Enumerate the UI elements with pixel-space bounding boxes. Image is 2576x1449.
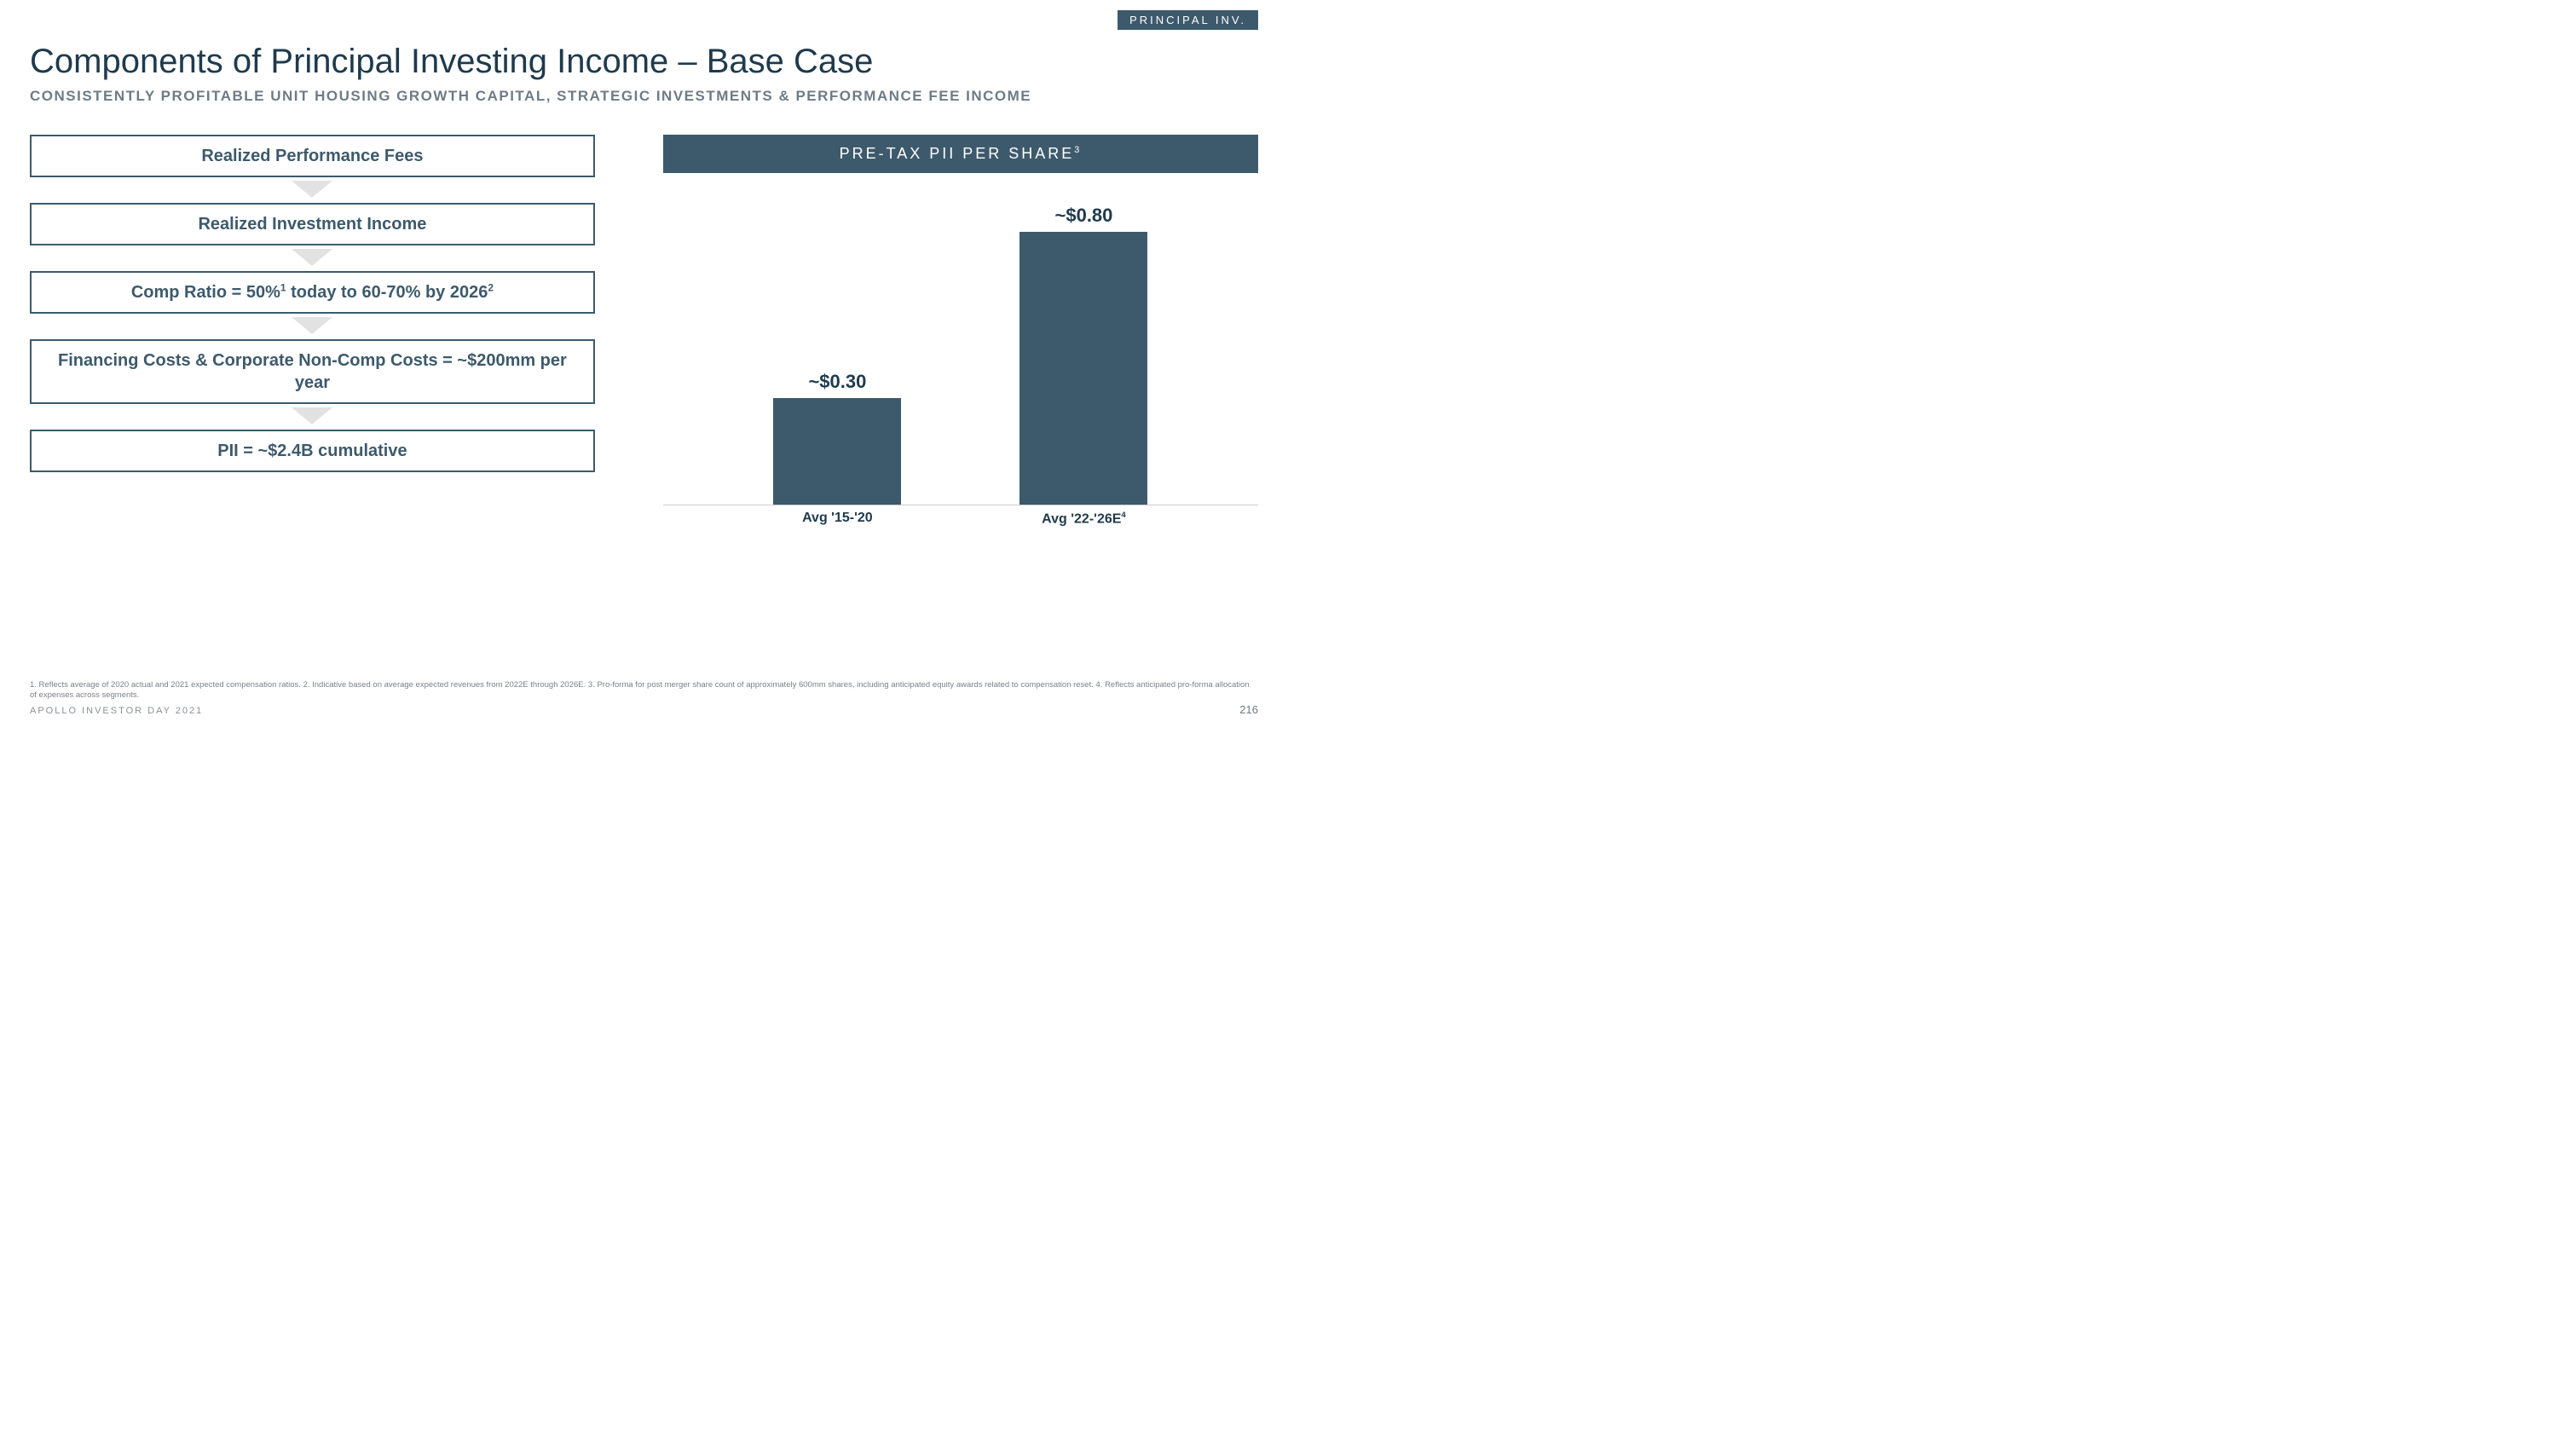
arrow-icon bbox=[292, 317, 332, 334]
bar-chart: ~$0.30 ~$0.80 bbox=[663, 190, 1258, 505]
flow-box-fees: Realized Performance Fees bbox=[30, 135, 595, 177]
arrow-icon bbox=[292, 181, 332, 198]
footnotes: 1. Reflects average of 2020 actual and 2… bbox=[30, 680, 1258, 701]
x-label: Avg '15-'20 bbox=[765, 511, 910, 527]
flow-box-comp-ratio: Comp Ratio = 50%1 today to 60-70% by 202… bbox=[30, 271, 595, 314]
bar bbox=[773, 398, 901, 505]
content-row: Realized Performance Fees Realized Inves… bbox=[30, 135, 1258, 527]
chart-title: PRE-TAX PII PER SHARE3 bbox=[663, 135, 1258, 173]
flow-column: Realized Performance Fees Realized Inves… bbox=[30, 135, 595, 527]
x-label: Avg '22-'26E4 bbox=[1011, 511, 1156, 527]
page-number: 216 bbox=[1239, 703, 1258, 716]
flow-box-income: Realized Investment Income bbox=[30, 203, 595, 245]
x-axis-labels: Avg '15-'20 Avg '22-'26E4 bbox=[663, 505, 1258, 527]
page-subtitle: CONSISTENTLY PROFITABLE UNIT HOUSING GRO… bbox=[30, 88, 1258, 105]
footer-event: APOLLO INVESTOR DAY 2021 bbox=[30, 706, 203, 716]
bar bbox=[1019, 232, 1147, 505]
chart-column: PRE-TAX PII PER SHARE3 ~$0.30 ~$0.80 Avg… bbox=[663, 135, 1258, 527]
bar-group-1: ~$0.30 bbox=[765, 371, 910, 505]
page-title: Components of Principal Investing Income… bbox=[30, 43, 1258, 81]
arrow-icon bbox=[292, 249, 332, 266]
flow-box-financing: Financing Costs & Corporate Non-Comp Cos… bbox=[30, 339, 595, 404]
arrow-icon bbox=[292, 407, 332, 424]
bar-group-2: ~$0.80 bbox=[1011, 205, 1156, 505]
bar-value-label: ~$0.30 bbox=[765, 371, 910, 393]
flow-box-pii: PII = ~$2.4B cumulative bbox=[30, 430, 595, 472]
section-tag: PRINCIPAL INV. bbox=[1118, 10, 1258, 30]
bar-value-label: ~$0.80 bbox=[1011, 205, 1156, 227]
